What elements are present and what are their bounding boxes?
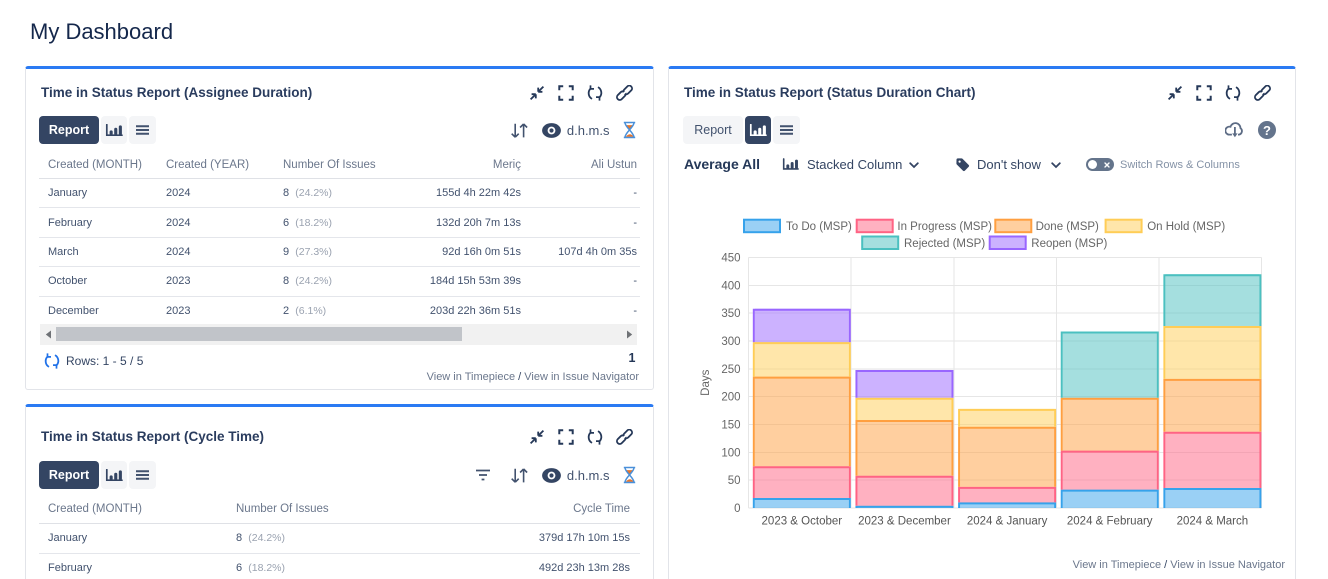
svg-text:Days: Days [700,369,712,395]
svg-text:300: 300 [721,336,740,348]
svg-text:2023 & October: 2023 & October [762,516,843,528]
svg-text:2024 & February: 2024 & February [1067,516,1153,528]
svg-text:450: 450 [721,253,740,265]
svg-text:0: 0 [734,503,740,515]
svg-text:Rejected (MSP): Rejected (MSP) [904,238,985,250]
svg-text:To Do (MSP): To Do (MSP) [786,221,852,233]
svg-text:200: 200 [721,392,740,404]
svg-text:50: 50 [728,475,741,487]
svg-text:2024 & January: 2024 & January [967,516,1048,528]
svg-text:Reopen (MSP): Reopen (MSP) [1031,238,1107,250]
svg-text:2023 & December: 2023 & December [858,516,951,528]
svg-text:350: 350 [721,308,740,320]
svg-text:100: 100 [721,447,740,459]
svg-text:In Progress (MSP): In Progress (MSP) [897,221,992,233]
svg-text:150: 150 [721,420,740,432]
svg-text:2024 & March: 2024 & March [1177,516,1249,528]
svg-text:250: 250 [721,364,740,376]
svg-text:On Hold (MSP): On Hold (MSP) [1147,221,1225,233]
svg-text:400: 400 [721,280,740,292]
svg-text:Done (MSP): Done (MSP) [1036,221,1099,233]
